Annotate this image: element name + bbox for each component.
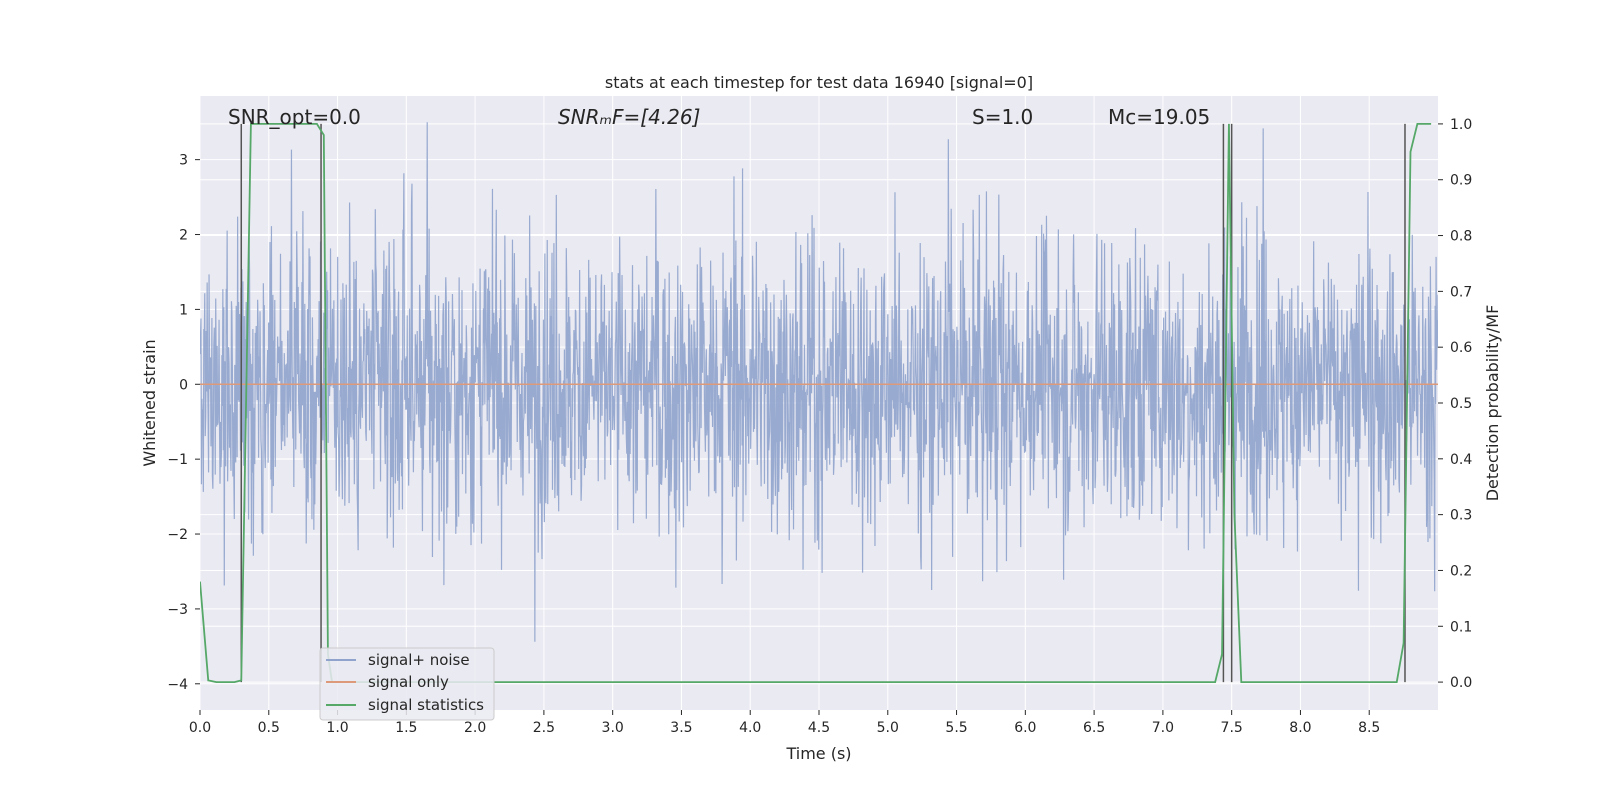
x-tick-label: 8.5 <box>1358 720 1380 736</box>
legend-label-signal-only: signal only <box>368 673 449 691</box>
annotation-mc: Mc=19.05 <box>1108 105 1210 129</box>
y2-tick-label: 1.0 <box>1450 117 1472 133</box>
y2-tick-label: 0.2 <box>1450 563 1472 579</box>
chart-title: stats at each timestep for test data 169… <box>605 73 1033 92</box>
annotation-snr-mf: SNRₘF=[4.26] <box>558 105 700 129</box>
y-axis-label: Whitened strain <box>140 339 159 466</box>
x-tick-label: 4.0 <box>739 720 761 736</box>
y-tick-label: −4 <box>167 677 188 693</box>
x-tick-label: 2.5 <box>533 720 555 736</box>
x-tick-label: 1.0 <box>326 720 348 736</box>
y2-tick-label: 0.9 <box>1450 173 1472 189</box>
x-tick-label: 2.0 <box>464 720 486 736</box>
x-axis-label: Time (s) <box>785 744 851 763</box>
y2-tick-label: 0.3 <box>1450 508 1472 524</box>
x-tick-label: 6.5 <box>1083 720 1105 736</box>
legend: signal+ noise signal only signal statist… <box>319 647 495 721</box>
y2-tick-label: 0.0 <box>1450 675 1472 691</box>
x-tick-label: 5.5 <box>945 720 967 736</box>
x-tick-label: 1.5 <box>395 720 417 736</box>
legend-label-signal-statistics: signal statistics <box>368 696 484 714</box>
series-layer <box>200 123 1438 683</box>
x-tick-label: 7.5 <box>1221 720 1243 736</box>
x-tick-label: 0.0 <box>189 720 211 736</box>
signal-statistics-line <box>200 123 1432 683</box>
y2-axis-label: Detection probability/MF <box>1483 305 1502 502</box>
y2-tick-label: 0.4 <box>1450 452 1472 468</box>
y-tick-label: 3 <box>179 153 188 169</box>
y-tick-label: −1 <box>167 452 188 468</box>
y2-tick-label: 0.7 <box>1450 284 1472 300</box>
y-tick-label: 0 <box>179 377 188 393</box>
x-tick-label: 5.0 <box>877 720 899 736</box>
legend-box <box>319 647 495 721</box>
x-tick-label: 4.5 <box>808 720 830 736</box>
x-tick-label: 3.5 <box>670 720 692 736</box>
x-tick-label: 6.0 <box>1014 720 1036 736</box>
x-tick-label: 3.0 <box>602 720 624 736</box>
annotation-snr-opt: SNR_opt=0.0 <box>228 105 361 129</box>
y2-tick-label: 0.1 <box>1450 619 1472 635</box>
annotation-s: S=1.0 <box>972 105 1033 129</box>
y2-tick-label: 0.8 <box>1450 229 1472 245</box>
y2-tick-label: 0.6 <box>1450 340 1472 356</box>
y2-tick-label: 0.5 <box>1450 396 1472 412</box>
x-tick-label: 0.5 <box>258 720 280 736</box>
x-tick-label: 8.0 <box>1289 720 1311 736</box>
y-tick-label: 2 <box>179 228 188 244</box>
y-tick-label: −2 <box>167 527 188 543</box>
legend-label-signal-noise: signal+ noise <box>368 651 470 669</box>
y-tick-label: −3 <box>167 602 188 618</box>
axes: 0.0 0.5 1.0 1.5 2.0 2.5 3.0 3.5 4.0 4.5 5.0 5.5 6.0 6… <box>167 117 1472 736</box>
x-tick-label: 7.0 <box>1152 720 1174 736</box>
y-tick-label: 1 <box>179 302 188 318</box>
